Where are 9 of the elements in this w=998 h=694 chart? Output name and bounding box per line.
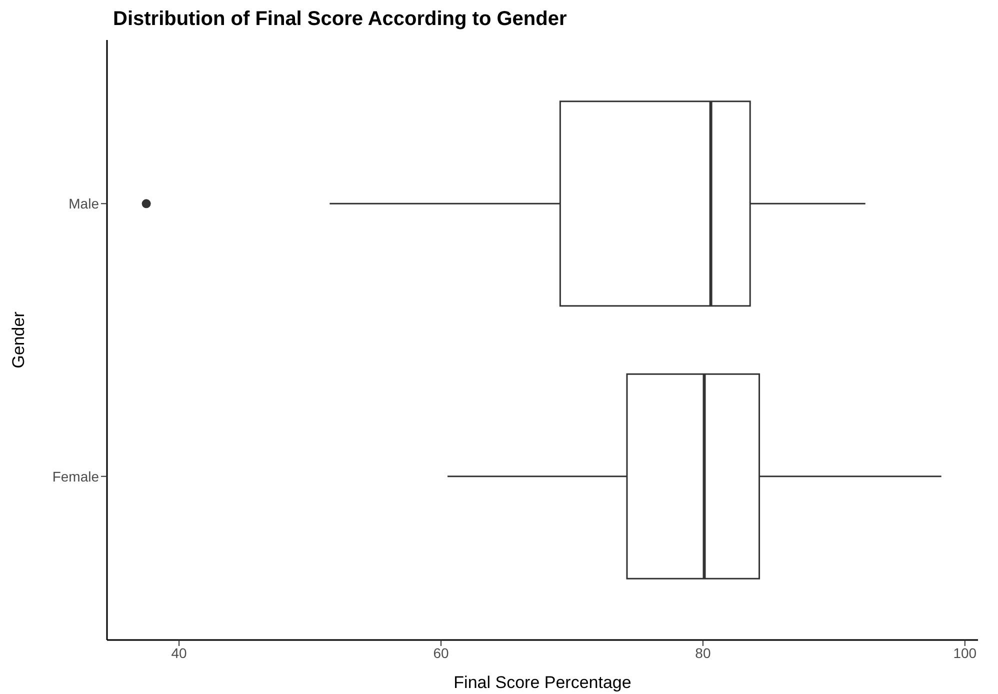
x-axis-title: Final Score Percentage — [454, 673, 632, 692]
x-tick-label: 80 — [695, 644, 711, 661]
x-tick-label: 60 — [433, 644, 449, 661]
y-tick-label: Male — [68, 196, 100, 212]
x-tick-label: 40 — [171, 644, 188, 661]
y-axis-title: Gender — [9, 311, 28, 368]
x-tick-label: 100 — [953, 644, 977, 661]
y-tick-label: Female — [52, 468, 100, 484]
chart-title: Distribution of Final Score According to Gender — [113, 8, 567, 31]
